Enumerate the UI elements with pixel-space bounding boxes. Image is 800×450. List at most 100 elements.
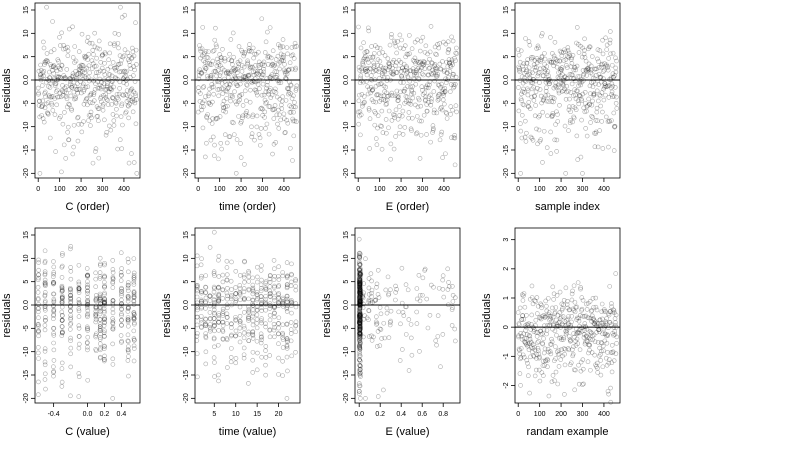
data-point [439,105,444,110]
data-point [387,42,393,48]
data-point [239,48,244,53]
y-tick-label: 0.0 [183,300,190,310]
data-point [233,333,238,339]
data-point [239,69,245,74]
data-point [250,336,256,341]
data-point [229,346,234,351]
data-point [357,357,363,363]
data-point [110,267,116,272]
data-point [254,289,260,295]
data-point [220,272,226,278]
data-point [199,325,204,330]
data-point [38,68,44,73]
data-point [370,69,376,75]
data-point [246,381,251,386]
data-point [70,55,76,60]
data-point [382,98,388,103]
data-point [194,338,200,343]
data-point [571,114,576,120]
data-point [233,99,238,105]
data-point [284,294,290,299]
data-point [197,46,203,52]
data-point [593,129,599,135]
data-point [203,94,208,99]
data-point [526,364,531,370]
data-point [522,71,527,76]
data-point [110,95,116,100]
data-point [213,116,219,121]
data-point [597,345,602,351]
data-point [119,272,124,278]
data-point [203,361,209,367]
data-point [216,253,222,259]
data-point [431,126,436,131]
data-point [387,64,393,70]
data-point [39,74,45,80]
data-point [246,309,251,315]
data-point [421,59,427,64]
data-point [598,372,604,378]
data-point [246,338,252,344]
data-point [91,90,97,95]
data-point [534,334,540,339]
data-point [556,90,562,96]
data-point [284,296,290,302]
data-point [434,110,440,116]
data-point [250,291,256,297]
data-point [216,274,222,279]
data-point [392,93,398,99]
data-point [250,287,256,292]
data-point [584,73,590,78]
data-point [537,80,542,85]
y-axis-label: residuals [1,293,13,338]
data-point [51,296,57,302]
data-point [427,49,433,55]
data-point [76,262,82,268]
data-point [59,62,65,68]
data-point [289,303,294,308]
data-point [263,321,268,326]
data-point [388,35,394,40]
data-point [411,69,416,74]
data-point [227,71,233,76]
data-point [51,71,56,76]
data-point [101,93,106,98]
data-point [536,70,542,75]
data-point [64,67,70,72]
data-point [446,46,452,52]
data-point [441,69,447,74]
data-point [361,40,366,46]
data-point [372,298,378,303]
data-point [122,47,128,53]
y-tick-label: 10 [343,29,350,37]
data-point [553,80,559,86]
data-point [429,96,434,102]
data-point [249,124,254,130]
data-point [357,305,363,310]
data-point [60,330,65,335]
data-point [597,74,603,80]
data-point [541,350,547,356]
data-point [36,92,41,97]
data-point [115,146,120,152]
data-point [237,94,242,99]
data-point [532,373,538,379]
data-point [567,72,573,77]
data-point [125,283,131,288]
data-point [277,96,283,102]
data-point [359,66,364,72]
data-point [282,130,288,136]
data-point [294,119,299,124]
data-point [46,111,51,117]
data-point [376,51,382,56]
x-tick-label: 400 [598,411,610,418]
data-point [548,151,554,156]
data-point [224,96,229,101]
data-point [520,89,525,94]
data-point [593,81,598,87]
data-point [357,286,363,292]
data-point [392,40,398,46]
data-point [284,117,289,123]
data-point [267,293,273,299]
y-tick-label: 15 [183,6,190,14]
